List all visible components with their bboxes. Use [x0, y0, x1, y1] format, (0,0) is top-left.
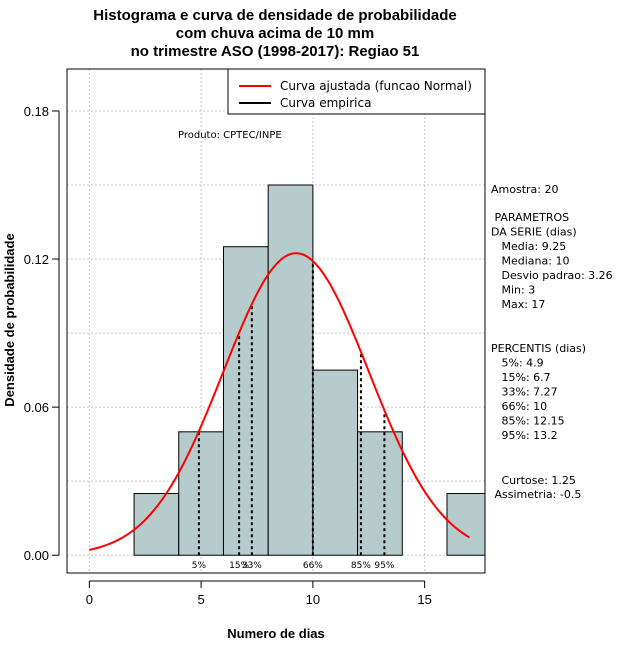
percentile-label-1: 15%: [229, 561, 249, 571]
y-axis: 0.00 0.06 0.12 0.18: [24, 104, 60, 563]
legend-label-1: Curva empirica: [280, 96, 371, 110]
parameter-line-2: Media: 9.25: [491, 240, 566, 253]
histogram-bar-3: [267, 184, 314, 556]
x-axis: 0 5 10 15: [86, 580, 432, 607]
y-tick-label-3: 0.18: [24, 104, 49, 119]
percentile-stat-line-0: PERCENTIS (dias): [491, 342, 586, 355]
percentile-label-0: 5%: [192, 561, 207, 571]
shape-stat-line-0: Curtose: 1.25: [491, 474, 576, 487]
percentile-stat-line-4: 66%: 10: [491, 400, 547, 413]
title-line-3: no trimestre ASO (1998-2017): Regiao 51: [131, 43, 420, 60]
percentile-label-3: 66%: [303, 561, 323, 571]
parameter-line-3: Mediana: 10: [491, 255, 569, 268]
percentile-stat-line-5: 85%: 12.15: [491, 415, 565, 428]
chart-title: Histograma e curva de densidade de proba…: [93, 7, 456, 60]
histogram-bar-2: [222, 246, 269, 556]
percentile-lines: 5% 15%33% 66% 85% 95%: [192, 261, 395, 571]
title-line-1: Histograma e curva de densidade de proba…: [93, 7, 456, 24]
sample-size-text: Amostra: 20: [491, 183, 558, 196]
percentile-label-5: 95%: [374, 561, 394, 571]
legend-label-0: Curva ajustada (funcao Normal): [280, 79, 472, 93]
y-axis-label: Densidade de probabilidade: [2, 233, 17, 406]
parameter-line-6: Max: 17: [491, 298, 545, 311]
y-tick-label-1: 0.06: [24, 400, 49, 415]
legend-box: [227, 68, 486, 115]
histogram-bar-1: [178, 431, 224, 556]
histogram-bar-6: [446, 493, 485, 556]
percentile-stat-line-3: 33%: 7.27: [491, 386, 558, 399]
x-tick-label-0: 0: [86, 592, 93, 607]
normal-curve: [89, 252, 470, 551]
parameter-line-5: Min: 3: [491, 284, 535, 297]
percentile-label-4: 85%: [351, 561, 371, 571]
percentile-stat-line-6: 95%: 13.2: [491, 429, 558, 442]
legend: Curva ajustada (funcao Normal) Curva empi…: [227, 68, 486, 115]
x-tick-label-3: 15: [417, 592, 431, 607]
percentile-stat-line-2: 15%: 6.7: [491, 371, 551, 384]
percentile-label-2: 33%: [242, 561, 262, 571]
parameter-line-0: PARAMETROS: [491, 211, 569, 224]
histogram-bar-5: [357, 431, 403, 556]
shape-stat-line-1: Assimetria: -0.5: [491, 488, 581, 501]
product-annotation: Produto: CPTEC/INPE: [178, 130, 282, 141]
y-tick-label-0: 0.00: [24, 548, 49, 563]
histogram-bar-4: [312, 369, 359, 556]
x-axis-label: Numero de dias: [227, 626, 325, 641]
x-tick-label-2: 10: [306, 592, 320, 607]
parameter-line-4: Desvio padrao: 3.26: [491, 269, 613, 282]
y-tick-label-2: 0.12: [24, 252, 49, 267]
statistics-panel: Amostra: 20 PARAMETROS DA SERIE (dias) Me…: [491, 183, 613, 501]
x-tick-label-1: 5: [198, 592, 205, 607]
normal-curve-line: [89, 252, 470, 551]
percentile-stat-line-1: 5%: 4.9: [491, 357, 544, 370]
parameter-line-1: DA SERIE (dias): [491, 226, 577, 239]
histogram-bars: [133, 184, 485, 556]
title-line-2: com chuva acima de 10 mm: [176, 25, 374, 42]
